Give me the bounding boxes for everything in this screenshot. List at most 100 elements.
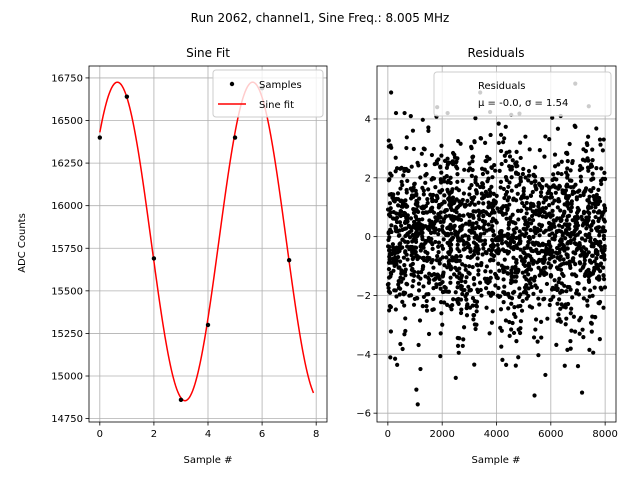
residual-point xyxy=(550,213,555,218)
residual-point xyxy=(554,265,560,270)
residual-point xyxy=(400,346,405,352)
residual-point xyxy=(527,304,532,309)
residual-point xyxy=(467,288,472,293)
residual-point xyxy=(386,267,392,272)
residual-point xyxy=(586,134,591,139)
residual-point xyxy=(466,168,471,173)
residual-point xyxy=(524,231,529,236)
residual-point xyxy=(400,245,405,250)
residual-point xyxy=(462,167,467,172)
residual-point xyxy=(547,232,552,238)
residual-point xyxy=(599,181,604,187)
residual-point xyxy=(499,238,504,243)
residual-point xyxy=(411,146,416,152)
residual-point xyxy=(449,231,454,236)
residual-point xyxy=(445,240,450,246)
residual-point xyxy=(597,137,603,142)
residual-point xyxy=(589,222,594,228)
residual-point xyxy=(517,236,522,241)
residual-point xyxy=(438,177,443,182)
residual-point xyxy=(556,199,561,204)
residual-point xyxy=(414,387,419,392)
residual-point xyxy=(528,228,533,233)
residual-point xyxy=(458,254,463,259)
residual-point xyxy=(516,327,521,332)
residual-point xyxy=(514,257,519,263)
residual-point xyxy=(386,244,391,249)
residual-point xyxy=(429,206,434,211)
residual-point xyxy=(587,194,592,199)
residual-point xyxy=(396,265,401,270)
residual-point xyxy=(468,255,473,260)
residual-point xyxy=(455,335,460,341)
residual-point xyxy=(476,200,481,205)
residual-point xyxy=(587,258,593,263)
residual-point xyxy=(573,329,578,334)
residual-point xyxy=(587,211,592,216)
residual-point xyxy=(479,209,484,214)
residual-point xyxy=(430,246,435,251)
residual-point xyxy=(412,296,417,302)
residual-point xyxy=(418,366,423,372)
residual-point xyxy=(401,173,406,178)
residual-point xyxy=(591,194,596,199)
residual-point xyxy=(477,217,482,222)
residual-point xyxy=(393,356,398,361)
residual-point xyxy=(557,257,563,262)
residual-point xyxy=(443,208,448,213)
residual-point xyxy=(559,288,564,293)
residual-point xyxy=(488,257,494,262)
residual-point xyxy=(454,186,459,191)
residual-point xyxy=(527,147,532,152)
residual-point xyxy=(503,318,508,323)
residual-point xyxy=(600,176,605,181)
y-tick-label: 0 xyxy=(365,232,371,243)
residual-point xyxy=(514,149,519,154)
residual-point xyxy=(502,284,507,289)
residual-point xyxy=(488,269,493,274)
residual-point xyxy=(481,201,486,206)
residual-point xyxy=(591,209,596,214)
residual-point xyxy=(393,169,398,174)
residual-point xyxy=(565,214,570,219)
residual-point xyxy=(581,296,586,301)
residual-point xyxy=(550,236,555,241)
residual-point xyxy=(599,214,604,219)
residual-point xyxy=(574,291,579,296)
residual-point xyxy=(555,171,561,176)
residual-point xyxy=(585,268,590,273)
residual-point xyxy=(455,267,460,273)
residual-point xyxy=(507,295,512,300)
residual-point xyxy=(457,213,462,218)
residual-point xyxy=(441,237,446,242)
residual-point xyxy=(567,284,572,290)
residual-point xyxy=(560,213,566,218)
residual-point xyxy=(587,188,593,193)
residual-point xyxy=(387,177,392,182)
residual-point xyxy=(482,241,488,246)
residual-point xyxy=(427,218,432,223)
residual-point xyxy=(573,262,578,267)
residual-point xyxy=(496,285,501,291)
residual-point xyxy=(473,226,478,231)
residual-point xyxy=(567,141,572,147)
residual-point xyxy=(416,342,421,348)
sample-point xyxy=(205,322,211,328)
residual-point xyxy=(583,149,589,154)
residual-point xyxy=(516,217,521,222)
residual-point xyxy=(460,197,465,203)
residual-point xyxy=(529,284,534,290)
residual-point xyxy=(496,261,501,266)
residual-point xyxy=(532,278,537,283)
residual-point xyxy=(474,191,479,196)
y-tick-label: 16500 xyxy=(51,116,83,127)
residual-point xyxy=(574,197,579,202)
y-tick-label: 16750 xyxy=(51,73,83,84)
residual-point xyxy=(573,227,578,233)
residual-point xyxy=(436,205,441,210)
residual-point xyxy=(544,251,549,256)
residual-point xyxy=(391,192,396,197)
residual-point xyxy=(495,242,500,248)
residual-point xyxy=(526,168,532,174)
residual-point xyxy=(403,273,408,278)
